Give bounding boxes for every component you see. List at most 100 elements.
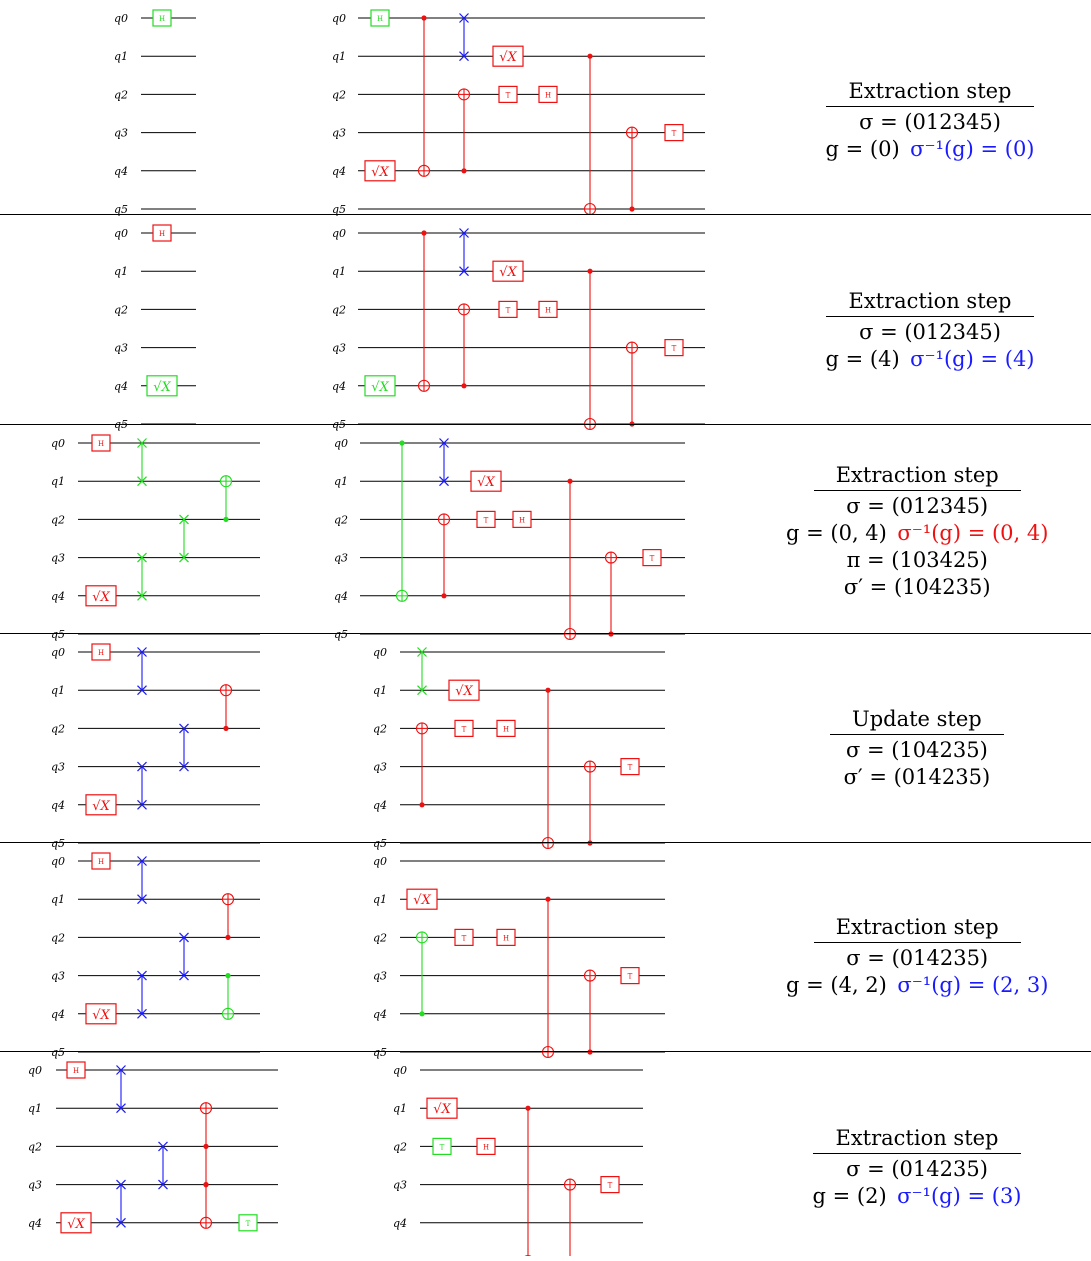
qubit-label: q3 (51, 970, 65, 983)
qubit-label: q1 (114, 265, 128, 278)
qubit-label: q2 (373, 722, 387, 735)
gate-h-label: H (159, 15, 165, 23)
step-title: Extraction step (826, 78, 1034, 107)
step-title: Extraction step (813, 462, 1021, 491)
qubit-label: q5 (332, 203, 346, 216)
gate-sx-box (492, 45, 524, 67)
qubit-label: q4 (51, 799, 65, 812)
qubit-label: q1 (334, 475, 348, 488)
gate-sx-box (146, 375, 178, 397)
qubit-label: q0 (334, 437, 348, 450)
gate-t-box (454, 928, 474, 947)
gate-sx-label: √X (455, 684, 473, 699)
qubit-label: q1 (373, 893, 387, 906)
step-line-text: g = (4) (825, 347, 900, 371)
qubit-label: q3 (114, 342, 128, 355)
step-line-text: g = (4, 2) (786, 973, 887, 997)
gate-h-label: H (73, 1067, 79, 1075)
gate-sx-box (448, 679, 480, 701)
gate-t-box (238, 1214, 258, 1232)
qubit-label: q2 (393, 1140, 407, 1153)
gate-h-box (91, 643, 111, 661)
step-line: g = (0, 4) σ⁻¹(g) = (0, 4) (786, 520, 1048, 547)
gate-t-label: T (462, 934, 467, 942)
qubit-label: q4 (373, 799, 387, 812)
step-line-text: σ = (014235) (846, 946, 989, 970)
gate-t-box (476, 510, 496, 528)
qubit-label: q4 (114, 165, 128, 178)
gate-sx-label: √X (67, 1217, 85, 1232)
step-line-text: g = (0, 4) (786, 521, 887, 545)
gate-sx-box (406, 888, 438, 910)
circuit-left: q0 q1 q2 q3 q4 q5 H √X (51, 852, 260, 1059)
control-dot (419, 1011, 425, 1017)
circuit-right: q0 q1 q2 q3 q4 q5 √X T H T (334, 437, 685, 641)
qubit-label: q1 (332, 50, 346, 63)
gate-h-box (91, 434, 111, 452)
qubit-label: q2 (51, 722, 65, 735)
qubit-label: q0 (332, 12, 346, 25)
step-line-text: σ′ = (014235) (843, 765, 991, 789)
control-dot (225, 934, 231, 941)
qubit-label: q0 (373, 646, 387, 659)
qubit-label: q4 (393, 1217, 407, 1230)
qubit-label: q0 (51, 855, 65, 868)
qubit-label: q4 (373, 1008, 387, 1021)
step-line: σ′ = (014235) (830, 764, 1004, 791)
qubit-label: q3 (114, 127, 128, 140)
control-dot (587, 268, 593, 274)
circuit-left: q0 q1 q2 q3 q4 q5 H (114, 9, 196, 216)
gate-t-label: T (672, 130, 677, 138)
inverse-permutation-result: σ⁻¹(g) = (3) (897, 1184, 1022, 1208)
inverse-permutation-result: σ⁻¹(g) = (4) (910, 347, 1035, 371)
step-line: π = (103425) (786, 547, 1048, 574)
circuit-left: q0 q1 q2 q3 q4 q5 H √X (51, 643, 260, 850)
inverse-permutation-result: σ⁻¹(g) = (0, 4) (897, 521, 1049, 545)
gate-t-box (600, 1175, 620, 1194)
gate-h-box (512, 510, 532, 528)
gate-h-box (496, 928, 516, 947)
gate-t-label: T (628, 764, 633, 772)
qubit-label: q1 (373, 684, 387, 697)
gate-sx-box (85, 1003, 117, 1025)
circuit-left: q0 q1 q2 q3 q4 q5 H √X (51, 434, 260, 641)
step-info: Extraction step σ = (014235) g = (2) σ⁻¹(g… (813, 1125, 1022, 1210)
qubit-label: q0 (28, 1064, 42, 1077)
gate-sx-box (364, 375, 396, 397)
gate-t-label: T (246, 1220, 251, 1228)
gate-sx-label: √X (433, 1102, 451, 1117)
control-dot (525, 1105, 531, 1111)
step-line-text: σ = (012345) (846, 494, 989, 518)
gate-t-box (620, 966, 640, 985)
gate-sx-label: √X (477, 475, 495, 490)
qubit-label: q3 (51, 761, 65, 774)
gate-t-label: T (650, 555, 655, 563)
step-info: Update step σ = (104235) σ′ = (014235) (830, 706, 1004, 791)
gate-t-label: T (484, 516, 489, 524)
control-dot (223, 516, 229, 523)
gate-t-box (664, 339, 684, 357)
gate-h-label: H (98, 440, 104, 448)
gate-t-box (642, 548, 662, 567)
qubit-label: q0 (114, 12, 128, 25)
step-line: g = (2) σ⁻¹(g) = (3) (813, 1183, 1022, 1210)
qubit-label: q4 (334, 590, 348, 603)
qubit-label: q4 (332, 165, 346, 178)
circuit-right: q0 q1 q2 q3 q4 q5 √X T H T (373, 855, 665, 1059)
step-title: Extraction step (813, 914, 1021, 943)
step-line: σ = (012345) (826, 109, 1035, 136)
step-title: Update step (830, 706, 1004, 735)
step-line-text: g = (2) (812, 1184, 887, 1208)
gate-sx-box (364, 160, 396, 182)
row-separator (0, 424, 1091, 425)
control-dot (629, 206, 635, 212)
gate-sx-box (426, 1097, 458, 1119)
gate-t-label: T (462, 725, 467, 733)
gate-h-label: H (377, 15, 383, 23)
gate-sx-label: √X (499, 265, 517, 280)
step-line: g = (4) σ⁻¹(g) = (4) (826, 346, 1035, 373)
qubit-label: q4 (51, 1008, 65, 1021)
gate-h-label: H (483, 1143, 489, 1151)
control-dot (545, 687, 551, 693)
